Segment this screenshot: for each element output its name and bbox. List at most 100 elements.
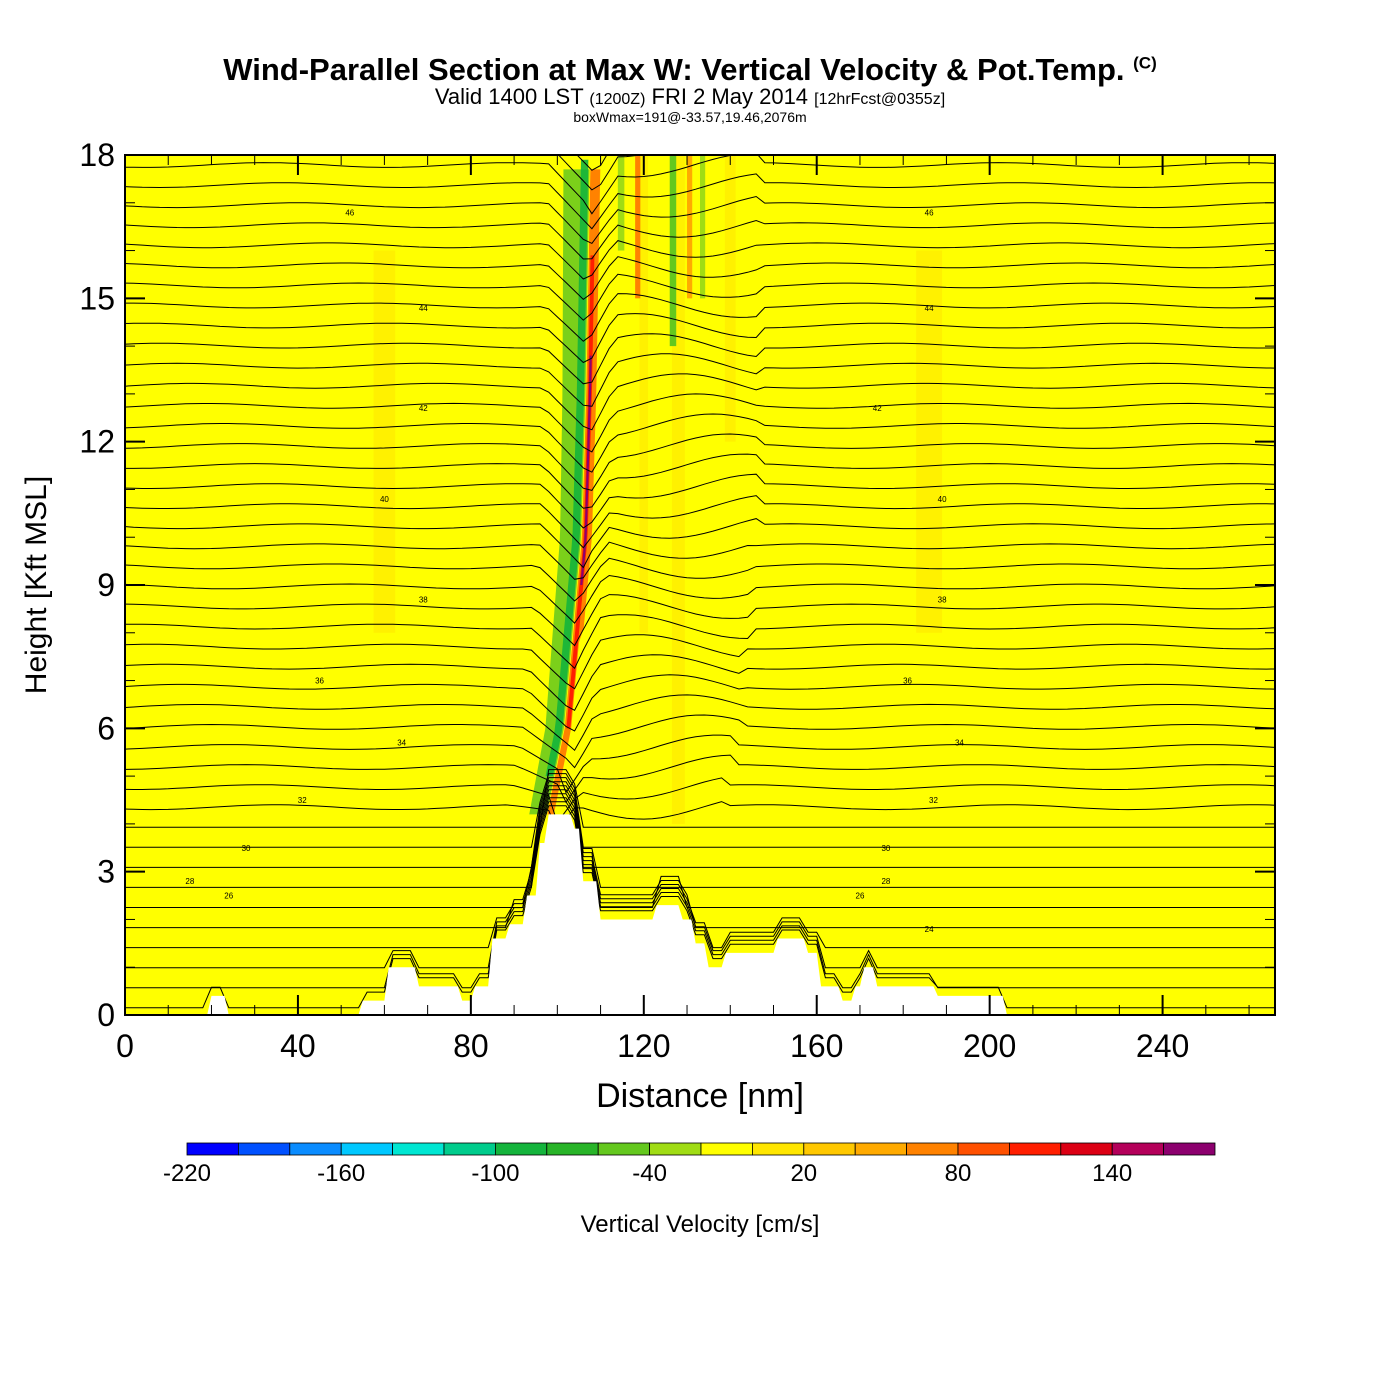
terrain — [125, 814, 1275, 1015]
chart-title: Wind-Parallel Section at Max W: Vertical… — [223, 52, 1157, 87]
theta-line-35 — [125, 293, 1275, 342]
contour-label-44-1: 44 — [925, 304, 934, 313]
x-axis-label: Distance [nm] — [596, 1077, 804, 1115]
streak-2 — [700, 155, 706, 299]
valid-utc-text: (1200Z) — [589, 91, 646, 108]
theta-line-20 — [125, 594, 1275, 647]
theta-line-14 — [125, 714, 1275, 769]
theta-line-36 — [125, 273, 1275, 321]
valid-time-text: Valid 1400 LST — [434, 84, 584, 109]
theta-line-28 — [125, 433, 1275, 491]
contour-label-42-1: 42 — [873, 404, 882, 413]
colorbar-swatch-5 — [443, 1142, 496, 1156]
theta-line-26 — [125, 473, 1275, 529]
theta-line-4 — [125, 789, 1275, 929]
contour-labels: 46 46 44 44 42 42 40 40 38 38 36 36 34 34 32 32 30 30 28 28… — [185, 208, 964, 934]
updraft-core — [566, 255, 595, 729]
y-tick-label: 3 — [97, 854, 115, 890]
downdraft-region — [529, 169, 590, 815]
contour-label-34-1: 34 — [955, 739, 964, 748]
theta-contours — [125, 155, 1275, 1009]
theta-line-39 — [125, 219, 1275, 260]
colorbar-swatch-18 — [1111, 1142, 1164, 1156]
theta-line-7 — [125, 777, 1275, 868]
colorbar-tick-label: -100 — [471, 1160, 519, 1187]
contour-label-46-1: 46 — [925, 208, 934, 217]
y-tick-label: 12 — [79, 424, 115, 460]
theta-line-42 — [125, 155, 1275, 215]
colorbar-swatch-3 — [340, 1142, 394, 1156]
theta-line-38 — [125, 240, 1275, 280]
theta-line-16 — [125, 674, 1275, 732]
terrain-group — [125, 814, 1275, 1015]
colorbar-tick-label: -160 — [317, 1160, 365, 1187]
contour-label-36-1: 36 — [903, 677, 912, 686]
contour-label-38-1: 38 — [938, 595, 947, 604]
theta-line-29 — [125, 413, 1275, 473]
colorbar-swatch-17 — [1060, 1142, 1113, 1156]
valid-date-text: FRI 2 May 2014 — [651, 84, 809, 109]
theta-line-30 — [125, 393, 1275, 453]
colorbar-swatch-16 — [1009, 1142, 1062, 1156]
y-tick-label: 15 — [79, 280, 115, 316]
vertical-velocity-field — [373, 155, 943, 824]
theta-line-24 — [125, 518, 1275, 569]
forecast-info-text: [12hrFcst@0355z] — [814, 91, 946, 108]
theta-line-40 — [125, 195, 1275, 245]
x-tick-label: 0 — [116, 1028, 134, 1064]
colorbar-tick-label: -220 — [163, 1160, 211, 1187]
colorbar-swatch-1 — [237, 1142, 291, 1156]
x-tick-label: 80 — [453, 1028, 489, 1064]
theta-line-2 — [125, 797, 1275, 969]
contour-label-34-0: 34 — [397, 739, 406, 748]
contour-label-40-1: 40 — [938, 495, 947, 504]
x-tick-label: 120 — [617, 1028, 670, 1064]
streak-4 — [687, 155, 693, 299]
x-tick-label: 40 — [280, 1028, 316, 1064]
colorbar-label: Vertical Velocity [cm/s] — [581, 1211, 820, 1238]
y-tick-label: 9 — [97, 567, 115, 603]
weak-updraft-band-4 — [373, 250, 396, 633]
theta-line-1 — [125, 801, 1275, 989]
theta-line-5 — [125, 785, 1275, 908]
colorbar-swatch-0 — [186, 1142, 239, 1156]
contour-label-46-0: 46 — [345, 208, 354, 217]
theta-line-22 — [125, 557, 1275, 602]
theta-line-41 — [125, 173, 1275, 230]
colorbar-swatch-15 — [957, 1142, 1010, 1156]
theta-line-0 — [125, 805, 1275, 1009]
theta-line-25 — [125, 495, 1275, 549]
x-tick-label: 160 — [790, 1028, 843, 1064]
streak-0 — [617, 155, 625, 251]
contour-label-38-0: 38 — [419, 595, 428, 604]
contour-label-36-0: 36 — [315, 677, 324, 686]
contour-label-28-1: 28 — [881, 877, 890, 886]
theta-line-34 — [125, 313, 1275, 364]
contour-label-32-1: 32 — [929, 796, 938, 805]
theta-line-21 — [125, 574, 1275, 624]
contour-label-32-0: 32 — [298, 796, 307, 805]
colorbar-swatch-4 — [392, 1142, 445, 1156]
colorbar-swatch-14 — [906, 1142, 959, 1156]
contour-label-42-0: 42 — [419, 404, 428, 413]
theta-line-13 — [125, 734, 1275, 794]
theta-line-33 — [125, 333, 1275, 385]
colorbar-swatch-8 — [597, 1142, 651, 1156]
theta-line-12 — [125, 754, 1275, 804]
theta-line-9 — [125, 769, 1275, 828]
streak-1 — [669, 155, 677, 347]
x-tick-label: 200 — [963, 1028, 1016, 1064]
contour-label-40-0: 40 — [380, 495, 389, 504]
chart-subtitle: Valid 1400 LST (1200Z) FRI 2 May 2014 [1… — [0, 86, 1390, 111]
colorbar-tick-label: -40 — [632, 1160, 667, 1187]
updraft-max — [580, 355, 592, 585]
contour-label-26-0: 26 — [224, 892, 233, 901]
colorbar-swatch-7 — [546, 1142, 599, 1156]
colorbar-tick-label: 80 — [945, 1160, 972, 1187]
theta-line-15 — [125, 694, 1275, 751]
colorbar-swatch-19 — [1163, 1142, 1216, 1156]
colorbar-swatch-10 — [700, 1142, 753, 1156]
theta-line-31 — [125, 373, 1275, 431]
y-tick-label: 0 — [97, 997, 115, 1033]
